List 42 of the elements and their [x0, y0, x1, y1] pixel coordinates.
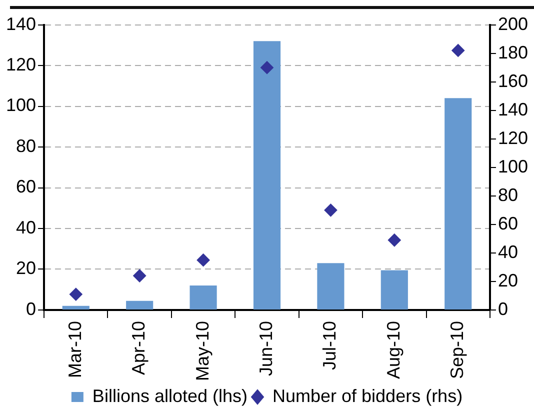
x-tick-label: May-10 [192, 320, 212, 382]
y2-tick-label: 0 [498, 298, 508, 319]
bar [444, 98, 472, 310]
y2-tick-label: 200 [498, 14, 528, 34]
y-tick-label: 0 [26, 298, 36, 319]
bar [126, 300, 154, 310]
bar [380, 270, 408, 310]
y2-tick-label: 160 [498, 70, 528, 91]
y2-tick-label: 20 [498, 270, 518, 290]
bar [190, 286, 217, 310]
legend-label: Billions alloted (lhs) [92, 386, 248, 406]
y2-tick-label: 40 [498, 242, 518, 262]
point [452, 44, 465, 57]
x-tick-label: Jun-10 [256, 320, 276, 376]
y-tick-label: 40 [16, 217, 36, 238]
point [324, 204, 338, 217]
y-tick-label: 80 [16, 136, 36, 156]
y-tick-label: 20 [16, 258, 36, 278]
y-tick-label: 100 [6, 95, 36, 116]
x-tick-label: Mar-10 [64, 320, 85, 378]
y2-tick-label: 80 [498, 184, 518, 205]
point [133, 269, 146, 282]
point [69, 288, 82, 301]
point [260, 61, 274, 74]
y2-tick-label: 140 [498, 99, 528, 120]
y-tick-label: 60 [16, 176, 36, 197]
bar [317, 263, 344, 310]
y2-tick-label: 60 [498, 213, 518, 234]
y2-tick-label: 100 [498, 156, 528, 176]
y2-tick-label: 120 [498, 128, 528, 148]
point [388, 234, 401, 247]
x-tick-label: Aug-10 [383, 320, 404, 380]
x-tick-label: Jul-10 [320, 320, 340, 370]
point [196, 254, 210, 267]
bar [62, 306, 90, 310]
legend-label: Number of bidders (rhs) [272, 386, 463, 406]
y-tick-label: 140 [6, 14, 36, 34]
x-tick-label: Apr-10 [128, 320, 149, 376]
y-tick-label: 120 [6, 54, 36, 75]
x-tick-label: Sep-10 [447, 320, 468, 380]
y2-tick-label: 180 [498, 42, 528, 62]
bar [253, 41, 281, 310]
